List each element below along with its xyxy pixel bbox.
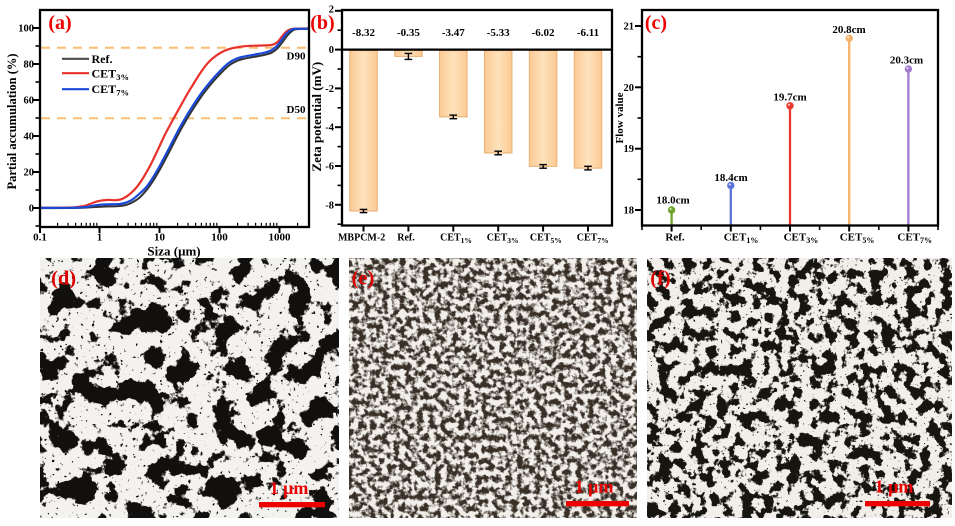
svg-text:0: 0 [329,45,334,56]
svg-text:-0.35: -0.35 [397,27,420,39]
svg-text:1 μm: 1 μm [270,478,309,498]
svg-text:1 μm: 1 μm [575,477,614,497]
svg-text:-5.33: -5.33 [487,27,510,39]
svg-text:80: 80 [24,60,35,71]
svg-text:CET3%: CET3% [487,233,519,245]
svg-text:18.4cm: 18.4cm [714,172,747,184]
svg-text:(c): (c) [645,12,667,34]
svg-text:MBPCM-2: MBPCM-2 [338,233,385,244]
svg-text:D90: D90 [287,51,306,63]
svg-text:18.0cm: 18.0cm [656,195,689,207]
svg-text:Ref.: Ref. [92,52,113,66]
svg-text:Zeta potential (mV): Zeta potential (mV) [309,62,324,172]
svg-text:CET1%: CET1% [724,232,759,245]
svg-text:19: 19 [624,144,635,155]
svg-text:CET5%: CET5% [530,233,562,245]
svg-text:-2: -2 [325,84,334,95]
svg-text:100: 100 [211,232,228,244]
svg-text:Flow value: Flow value [614,92,626,143]
svg-text:CET7%: CET7% [897,232,932,245]
svg-text:(d): (d) [51,268,76,290]
svg-text:Ref.: Ref. [397,233,415,244]
svg-text:10: 10 [154,232,166,244]
svg-text:Partial accumulation (%): Partial accumulation (%) [5,53,19,189]
svg-text:1000: 1000 [269,232,292,244]
svg-text:1: 1 [97,232,103,244]
svg-text:20.8cm: 20.8cm [832,24,865,36]
svg-text:40: 40 [24,132,35,143]
svg-text:Ref.: Ref. [665,232,684,244]
svg-text:-4: -4 [325,123,334,134]
svg-text:-3.47: -3.47 [442,27,465,39]
svg-text:(a): (a) [48,12,71,34]
svg-text:0: 0 [29,204,34,215]
svg-text:20.3cm: 20.3cm [890,55,923,67]
svg-text:CET7%: CET7% [577,233,609,245]
svg-text:20: 20 [24,168,35,179]
svg-text:-6.02: -6.02 [532,27,555,39]
svg-text:20: 20 [624,83,635,94]
svg-text:CET7%: CET7% [92,82,129,98]
svg-text:CET3%: CET3% [92,67,129,83]
svg-text:2: 2 [329,5,334,16]
svg-text:Siza (μm): Siza (μm) [147,244,200,259]
svg-text:19.7cm: 19.7cm [773,92,806,104]
svg-text:60: 60 [24,96,35,107]
svg-text:-8.32: -8.32 [352,27,375,39]
svg-text:1 μm: 1 μm [875,477,914,497]
svg-text:0.1: 0.1 [33,232,47,244]
svg-text:CET3%: CET3% [784,232,819,245]
svg-text:D50: D50 [287,104,306,116]
svg-text:100: 100 [18,24,34,35]
svg-text:-6.11: -6.11 [577,27,599,39]
svg-text:CET5%: CET5% [840,232,875,245]
svg-text:CET1%: CET1% [440,233,472,245]
svg-text:(b): (b) [310,12,334,34]
svg-text:21: 21 [624,22,635,33]
svg-text:18: 18 [624,206,635,217]
svg-text:(f): (f) [650,268,670,290]
svg-text:(e): (e) [352,268,375,290]
svg-text:-8: -8 [325,200,334,211]
svg-text:-6: -6 [325,162,334,173]
